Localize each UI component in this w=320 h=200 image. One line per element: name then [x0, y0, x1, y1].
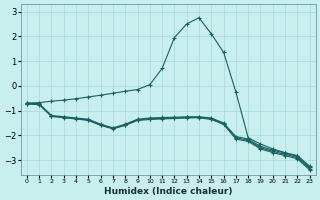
X-axis label: Humidex (Indice chaleur): Humidex (Indice chaleur) — [104, 187, 233, 196]
